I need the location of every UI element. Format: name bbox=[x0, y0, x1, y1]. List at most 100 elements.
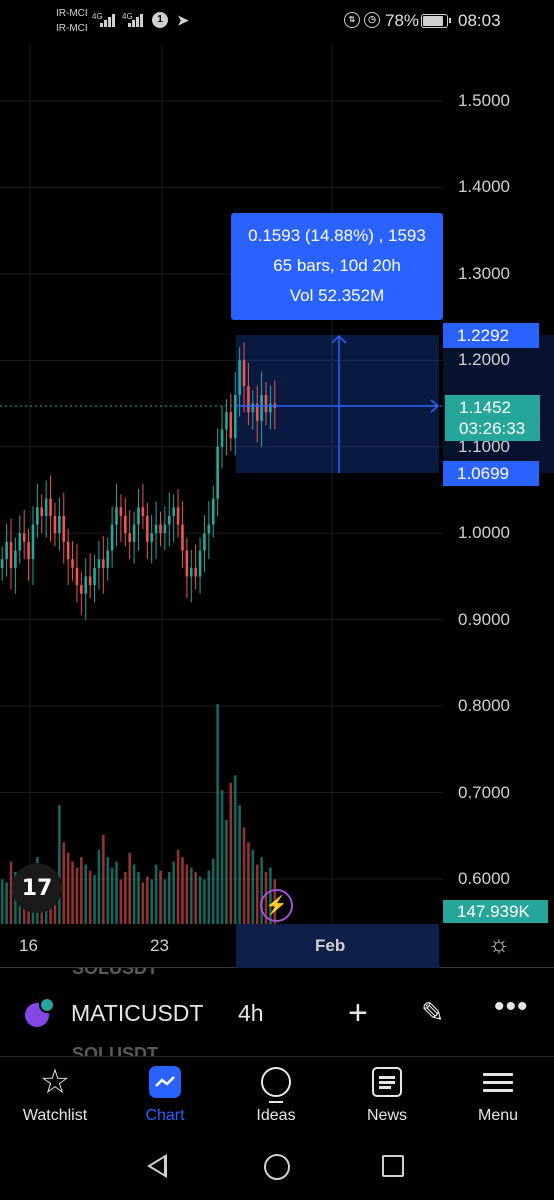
candle-body bbox=[88, 576, 92, 586]
candle-body bbox=[36, 507, 39, 525]
nav-ideas[interactable]: Ideas bbox=[221, 1057, 331, 1141]
candlestick-chart[interactable] bbox=[0, 44, 554, 924]
home-icon[interactable] bbox=[264, 1154, 290, 1180]
volume-bar bbox=[9, 861, 13, 924]
volume-bar bbox=[260, 857, 263, 924]
telegram-icon: ➤ bbox=[177, 12, 189, 28]
volume-bar bbox=[97, 849, 101, 924]
recent-apps-icon[interactable] bbox=[382, 1155, 404, 1177]
nav-watchlist[interactable]: ☆ Watchlist bbox=[0, 1057, 110, 1141]
price-axis-label: 0.6000 bbox=[458, 869, 510, 888]
candle-body bbox=[53, 515, 57, 534]
candle-body bbox=[242, 360, 246, 387]
volume-bar bbox=[233, 775, 237, 924]
volume-bar bbox=[229, 782, 233, 924]
candle-body bbox=[145, 515, 149, 542]
candle-body bbox=[220, 429, 224, 447]
drawing-tool-icon[interactable]: ✎ bbox=[421, 997, 445, 1028]
volume-bar bbox=[150, 879, 154, 924]
volume-bar bbox=[62, 842, 66, 924]
candle-body bbox=[251, 403, 255, 413]
volume-bar bbox=[181, 857, 184, 924]
carrier-2: IR-MCI bbox=[56, 23, 88, 34]
measure-volume: Vol 52.352M bbox=[289, 286, 385, 305]
price-axis-label: 0.9000 bbox=[458, 609, 510, 629]
volume-bar bbox=[185, 864, 189, 924]
lightbulb-icon bbox=[261, 1067, 291, 1103]
candle-body bbox=[84, 576, 88, 594]
candle-body bbox=[80, 585, 83, 594]
more-icon[interactable]: ••• bbox=[494, 990, 529, 1023]
candle-body bbox=[62, 515, 66, 542]
candle-body bbox=[176, 507, 180, 525]
nav-news[interactable]: News bbox=[332, 1057, 442, 1141]
measure-bars: 65 bars, 10d 20h bbox=[273, 256, 401, 275]
candle-body bbox=[185, 550, 189, 577]
symbol-bar: SOLUSDT MATICUSDT 4h + ✎ ••• SOLUSDT bbox=[0, 968, 554, 1056]
candle-body bbox=[225, 412, 228, 430]
candle-body bbox=[14, 550, 17, 568]
last-price-value: 1.1452 bbox=[459, 398, 511, 417]
volume-bar bbox=[75, 867, 79, 924]
add-icon[interactable]: + bbox=[348, 994, 368, 1032]
symbol-scroll-next: SOLUSDT bbox=[72, 1044, 159, 1056]
candle-body bbox=[97, 559, 101, 568]
news-icon bbox=[372, 1067, 402, 1097]
range-high-label: 1.2292 bbox=[443, 323, 539, 348]
price-axis-label: 1.5000 bbox=[458, 91, 510, 110]
candle-body bbox=[194, 567, 197, 577]
time-axis-highlight bbox=[236, 924, 439, 968]
candle-body bbox=[141, 507, 145, 516]
nav-chart[interactable]: Chart bbox=[110, 1057, 220, 1141]
volume-bar bbox=[220, 790, 224, 924]
coin-icon bbox=[25, 997, 55, 1027]
candle-body bbox=[233, 394, 237, 439]
signal-icon bbox=[100, 13, 116, 27]
volume-bar bbox=[145, 876, 149, 924]
candle-body bbox=[27, 541, 30, 560]
volume-bar bbox=[66, 852, 70, 924]
timeframe-selector[interactable]: 4h bbox=[238, 1000, 264, 1026]
volume-bar bbox=[102, 834, 105, 924]
candle-body bbox=[154, 524, 158, 534]
volume-bar bbox=[167, 871, 171, 924]
candle-body bbox=[216, 446, 219, 499]
candle-body bbox=[255, 403, 259, 421]
time-label: 16 bbox=[19, 936, 38, 955]
price-axis-label: 1.2000 bbox=[458, 350, 510, 370]
volume-bar bbox=[154, 864, 158, 924]
candle-body bbox=[163, 524, 167, 534]
time-axis[interactable]: 16 23 Feb ☼ bbox=[0, 924, 554, 968]
candle-body bbox=[211, 498, 215, 525]
system-nav-bar bbox=[0, 1140, 554, 1200]
candle-body bbox=[22, 533, 26, 542]
back-icon[interactable] bbox=[147, 1154, 167, 1178]
candle-body bbox=[260, 394, 263, 421]
nav-label: News bbox=[366, 1107, 407, 1124]
tradingview-logo-icon[interactable]: 17 bbox=[12, 863, 62, 913]
volume-bar bbox=[137, 871, 140, 924]
volume-bar bbox=[163, 879, 167, 924]
flash-icon[interactable]: ⚡ bbox=[260, 889, 293, 922]
chart-area[interactable]: 1.5000 1.4000 1.3000 1.2000 1.1000 1.0000 0.90… bbox=[0, 44, 554, 924]
candle-body bbox=[0, 559, 4, 568]
symbol-name[interactable]: MATICUSDT bbox=[71, 1000, 204, 1026]
nav-menu[interactable]: Menu bbox=[443, 1057, 553, 1141]
candle-body bbox=[189, 567, 193, 577]
candle-body bbox=[132, 524, 136, 542]
candle-body bbox=[110, 524, 114, 551]
measure-change: 0.1593 (14.88%) , 1593 bbox=[248, 226, 426, 245]
signal-icon bbox=[128, 13, 144, 27]
candle-body bbox=[71, 559, 74, 568]
candle-body bbox=[198, 550, 202, 577]
volume-bar bbox=[255, 864, 259, 924]
volume-bar bbox=[189, 867, 193, 924]
settings-icon[interactable]: ☼ bbox=[488, 931, 510, 958]
volume-bar bbox=[238, 805, 241, 924]
volume-bar bbox=[71, 861, 74, 924]
volume-bar bbox=[123, 871, 127, 924]
alarm-icon: ◷ bbox=[364, 12, 380, 28]
candle-body bbox=[9, 541, 13, 568]
volume-bar bbox=[128, 852, 132, 924]
status-bar: IR-MCI IR-MCI 4G 4G 1 ➤ ⇅ ◷ 78% 08:03 bbox=[0, 0, 554, 44]
